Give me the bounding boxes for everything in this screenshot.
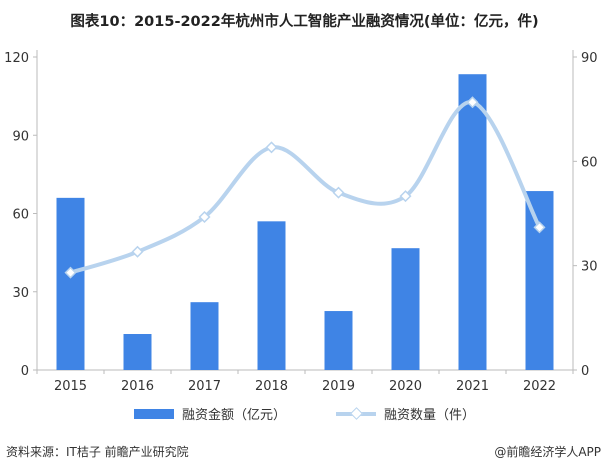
footer: 资料来源：IT桔子 前瞻产业研究院 @前瞻经济学人APP: [6, 443, 601, 460]
right-tick-label: 90: [581, 51, 598, 66]
legend-item-count: 融资数量（件）: [336, 404, 475, 423]
source-note: 资料来源：IT桔子 前瞻产业研究院: [6, 445, 189, 459]
right-tick-label: 0: [581, 364, 589, 379]
point-2021: [466, 96, 479, 109]
x-tick-label: 2019: [322, 379, 355, 394]
right-tick-label: 30: [581, 260, 598, 275]
point-2020: [399, 190, 412, 203]
bar-2016: [123, 334, 152, 370]
left-tick-label: 90: [12, 129, 29, 144]
right-tick-label: 60: [581, 155, 598, 170]
left-tick-label: 30: [12, 286, 29, 301]
legend: 融资金额（亿元） 融资数量（件）: [0, 404, 609, 423]
bar-2019: [324, 311, 353, 370]
brand-note: @前瞻经济学人APP: [494, 445, 601, 459]
bar-2022: [525, 191, 554, 370]
point-2016: [131, 245, 144, 258]
legend-label: 融资金额（亿元）: [181, 408, 286, 423]
chart-title: 图表10：2015-2022年杭州市人工智能产业融资情况(单位：亿元，件): [70, 14, 539, 30]
point-2018: [265, 141, 278, 154]
bar-2015: [56, 197, 85, 370]
legend-bar-swatch: [133, 408, 174, 419]
x-tick-label: 2017: [188, 379, 221, 394]
bar-2018: [257, 221, 286, 370]
point-2019: [332, 186, 345, 199]
x-tick-label: 2015: [54, 379, 87, 394]
chart-plot: 0 30 60 90 120 0 30 60 90 2015 2016 2017 2018 2019 202…: [4, 50, 598, 394]
legend-label: 融资数量（件）: [384, 408, 476, 423]
x-tick-label: 2021: [456, 379, 489, 394]
legend-line-swatch: [336, 406, 376, 420]
point-2015: [64, 266, 77, 279]
left-tick-label: 120: [4, 51, 29, 66]
x-tick-label: 2016: [121, 379, 154, 394]
x-tick-label: 2022: [523, 379, 556, 394]
point-2017: [198, 210, 211, 223]
x-tick-label: 2018: [255, 379, 288, 394]
bar-2021: [458, 74, 487, 370]
left-tick-label: 0: [21, 364, 29, 379]
point-2022: [533, 221, 546, 234]
bar-2017: [190, 302, 219, 370]
x-tick-label: 2020: [389, 379, 422, 394]
bar-2020: [391, 248, 420, 370]
left-tick-label: 60: [12, 208, 29, 223]
legend-item-amount: 融资金额（亿元）: [133, 404, 286, 423]
